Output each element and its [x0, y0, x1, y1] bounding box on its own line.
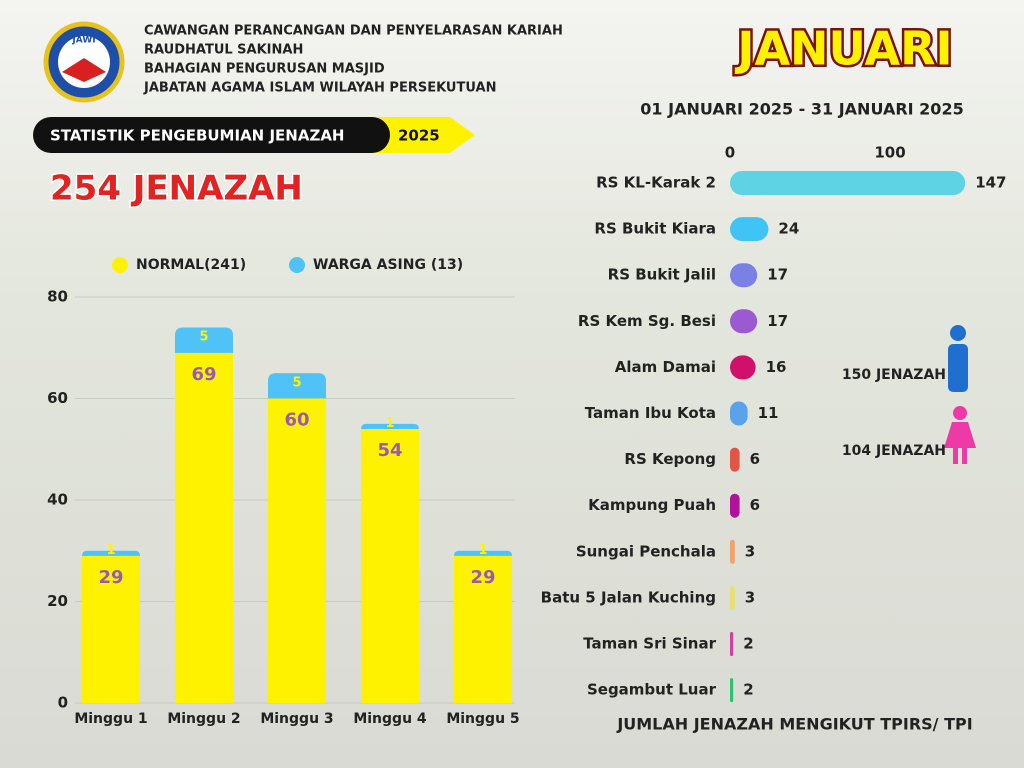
- bar: [730, 493, 740, 518]
- y-tick-label: 20: [47, 592, 68, 610]
- value-label: 69: [191, 364, 216, 385]
- bar-segment: [454, 550, 512, 556]
- category-label: Taman Ibu Kota: [585, 404, 716, 422]
- total: 254 JENAZAH: [50, 169, 303, 209]
- banner: [33, 117, 390, 153]
- category-label: RS Bukit Jalil: [608, 266, 716, 284]
- female-icon: [944, 406, 976, 464]
- bar: [730, 401, 748, 426]
- value-label: 29: [470, 567, 495, 588]
- category-label: Batu 5 Jalan Kuching: [541, 588, 716, 606]
- value-label: 2: [743, 635, 753, 653]
- y-tick-label: 60: [47, 389, 68, 407]
- legend-label: NORMAL(241): [136, 257, 246, 273]
- bar: [730, 217, 769, 242]
- value-label: 2: [743, 681, 753, 699]
- value-label: 147: [975, 174, 1006, 192]
- bar-segment: [454, 555, 512, 703]
- value-label: 29: [98, 567, 123, 588]
- bar-segment: [268, 373, 326, 399]
- bar: [730, 539, 735, 564]
- x-tick-label: 0: [725, 144, 735, 162]
- bar-segment: [82, 555, 140, 703]
- value-label: 17: [767, 312, 788, 330]
- x-tick-label: Minggu 3: [260, 711, 333, 727]
- value-label: 11: [758, 404, 779, 422]
- male-count: 150 JENAZAH: [842, 367, 946, 383]
- category-label: Kampung Puah: [588, 496, 716, 514]
- bar: [730, 309, 758, 334]
- bar: [730, 632, 734, 656]
- bar-segment: [361, 428, 419, 703]
- value-label: 17: [767, 266, 788, 284]
- bar: [730, 678, 734, 703]
- value-label: 24: [778, 220, 799, 238]
- bar-segment: [268, 398, 326, 703]
- value-label: 60: [284, 410, 309, 431]
- bar: [730, 585, 735, 610]
- banner-arrow: [370, 117, 475, 153]
- y-tick-label: 40: [47, 491, 68, 509]
- category-label: Segambut Luar: [587, 681, 717, 699]
- legend-swatch: [289, 257, 305, 273]
- value-label: 54: [377, 440, 402, 461]
- category-label: Sungai Penchala: [576, 542, 716, 560]
- male-icon: [948, 325, 968, 392]
- value-label: 5: [292, 375, 301, 390]
- value-label: 1: [385, 416, 394, 431]
- period: 01 JANUARI 2025 - 31 JANUARI 2025: [640, 100, 963, 119]
- bar-segment: [175, 327, 233, 353]
- bar-segment: [361, 423, 419, 429]
- legend-swatch: [112, 257, 128, 273]
- category-label: RS KL-Karak 2: [596, 174, 716, 192]
- x-tick-label: Minggu 5: [446, 711, 519, 727]
- header-line: RAUDHATUL SAKINAH: [144, 43, 303, 58]
- bar: [730, 263, 758, 288]
- bar: [730, 171, 966, 195]
- female-count: 104 JENAZAH: [842, 443, 946, 459]
- x-tick-label: Minggu 1: [74, 711, 147, 727]
- banner-text: STATISTIK PENGEBUMIAN JENAZAH: [50, 127, 344, 145]
- value-label: 1: [106, 543, 115, 558]
- x-tick-label: Minggu 4: [353, 711, 427, 727]
- y-tick-label: 80: [47, 288, 68, 306]
- logo-text: JAWI: [71, 36, 95, 46]
- month: JANUARI: [734, 22, 952, 76]
- logo: [43, 21, 125, 103]
- bar: [730, 447, 740, 472]
- bar-segment: [82, 550, 140, 556]
- category-label: RS Bukit Kiara: [594, 220, 716, 238]
- value-label: 1: [478, 543, 487, 558]
- bar: [730, 355, 756, 380]
- value-label: 6: [750, 496, 760, 514]
- category-label: RS Kem Sg. Besi: [578, 312, 716, 330]
- banner-year: 2025: [398, 127, 440, 145]
- value-label: 3: [745, 542, 755, 560]
- category-label: Alam Damai: [615, 358, 716, 376]
- value-label: 6: [750, 450, 760, 468]
- header-line: CAWANGAN PERANCANGAN DAN PENYELARASAN KA…: [144, 24, 563, 39]
- x-tick-label: Minggu 2: [167, 711, 240, 727]
- value-label: 3: [745, 588, 755, 606]
- category-label: RS Kepong: [624, 450, 716, 468]
- bar-segment: [175, 352, 233, 703]
- x-tick-label: 100: [874, 144, 905, 162]
- value-label: 5: [199, 330, 208, 345]
- y-tick-label: 0: [58, 694, 68, 712]
- header-line: JABATAN AGAMA ISLAM WILAYAH PERSEKUTUAN: [143, 81, 496, 96]
- value-label: 16: [766, 358, 787, 376]
- legend-label: WARGA ASING (13): [313, 257, 463, 273]
- header-line: BAHAGIAN PENGURUSAN MASJID: [144, 62, 385, 77]
- chart-title: JUMLAH JENAZAH MENGIKUT TPIRS/ TPI: [616, 715, 972, 734]
- category-label: Taman Sri Sinar: [583, 635, 716, 653]
